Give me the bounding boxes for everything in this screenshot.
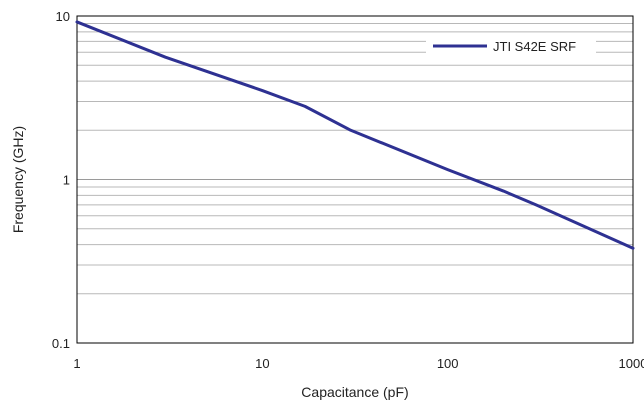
y-tick-labels: 0.1 1 10 xyxy=(52,9,70,351)
x-tick-label: 1 xyxy=(73,356,80,371)
y-axis-label: Frequency (GHz) xyxy=(10,126,26,233)
grid xyxy=(77,22,633,295)
x-tick-label: 10 xyxy=(255,356,269,371)
legend-background xyxy=(426,35,596,57)
x-tick-label: 100 xyxy=(437,356,459,371)
x-tick-label: 1000 xyxy=(619,356,644,371)
y-tick-label: 0.1 xyxy=(52,336,70,351)
y-tick-label: 10 xyxy=(56,9,70,24)
legend: JTI S42E SRF xyxy=(426,35,596,57)
legend-label: JTI S42E SRF xyxy=(493,39,576,54)
x-axis-label: Capacitance (pF) xyxy=(301,384,408,400)
series-line xyxy=(75,20,635,250)
y-tick-label: 1 xyxy=(63,173,70,188)
x-tick-labels: 1 10 100 1000 xyxy=(73,356,644,371)
series-layer xyxy=(75,20,635,250)
plot-frame xyxy=(76,15,634,344)
